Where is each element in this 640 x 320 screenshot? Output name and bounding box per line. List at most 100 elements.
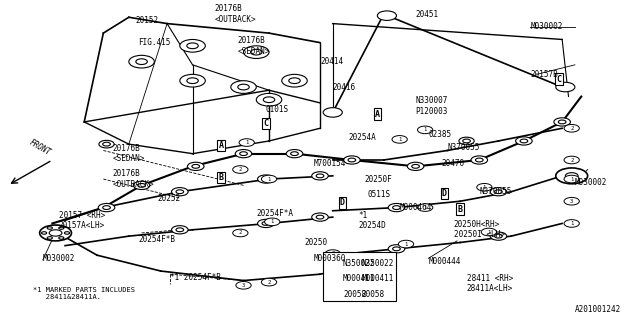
Circle shape	[289, 78, 300, 84]
Circle shape	[187, 78, 198, 84]
Circle shape	[282, 74, 307, 87]
Text: 1: 1	[424, 205, 427, 210]
Circle shape	[136, 59, 147, 65]
Circle shape	[495, 234, 502, 238]
Text: FRONT: FRONT	[28, 138, 52, 157]
Text: *1
20254D: *1 20254D	[358, 211, 386, 230]
Text: M700154: M700154	[314, 159, 346, 168]
Circle shape	[99, 204, 115, 212]
Text: N330007
P120003: N330007 P120003	[415, 96, 448, 116]
Text: 1: 1	[487, 229, 490, 235]
Text: M030002: M030002	[43, 254, 75, 263]
Text: M000444: M000444	[428, 257, 461, 266]
Circle shape	[459, 137, 474, 145]
Text: 20254F*A: 20254F*A	[256, 209, 293, 219]
Text: 20250F: 20250F	[365, 174, 392, 184]
Circle shape	[316, 215, 324, 219]
Text: 20416: 20416	[333, 83, 356, 92]
Text: 2: 2	[570, 157, 573, 163]
Circle shape	[417, 204, 433, 212]
Circle shape	[388, 245, 404, 253]
Circle shape	[564, 175, 579, 183]
Circle shape	[476, 158, 483, 162]
Text: 20414: 20414	[320, 57, 343, 66]
Circle shape	[378, 11, 396, 20]
Circle shape	[393, 206, 400, 210]
Circle shape	[291, 152, 298, 156]
Circle shape	[236, 282, 251, 289]
Circle shape	[176, 228, 184, 232]
Circle shape	[324, 291, 339, 299]
Text: 1: 1	[268, 177, 271, 181]
Circle shape	[180, 74, 205, 87]
Circle shape	[412, 164, 419, 168]
Circle shape	[556, 82, 575, 92]
Circle shape	[239, 139, 254, 146]
Circle shape	[324, 275, 339, 283]
Circle shape	[180, 39, 205, 52]
Circle shape	[463, 139, 470, 143]
Text: 20250: 20250	[304, 238, 327, 247]
Text: 3: 3	[330, 292, 333, 297]
Circle shape	[286, 149, 303, 158]
Circle shape	[558, 120, 566, 124]
Text: D: D	[340, 198, 345, 207]
Circle shape	[172, 226, 188, 234]
Circle shape	[236, 149, 252, 158]
Text: B: B	[458, 205, 463, 214]
Circle shape	[49, 230, 62, 236]
Circle shape	[477, 183, 492, 191]
Text: 2: 2	[330, 276, 333, 282]
Circle shape	[188, 162, 204, 171]
Circle shape	[233, 166, 248, 173]
Text: FIG.415: FIG.415	[138, 38, 171, 47]
Text: M030002: M030002	[575, 178, 607, 187]
Circle shape	[257, 219, 274, 228]
Circle shape	[348, 158, 356, 162]
Circle shape	[323, 108, 342, 117]
Circle shape	[344, 156, 360, 164]
Circle shape	[261, 278, 276, 286]
Text: 20176B
<OUTBACK>: 20176B <OUTBACK>	[215, 4, 257, 24]
Circle shape	[240, 152, 247, 156]
Circle shape	[564, 220, 579, 227]
Circle shape	[59, 236, 64, 239]
Text: 20470: 20470	[441, 159, 464, 168]
Text: C: C	[263, 119, 268, 128]
Text: 20157 <RH>
20157A<LH>: 20157 <RH> 20157A<LH>	[59, 211, 105, 230]
Circle shape	[65, 232, 70, 234]
Text: 20176B
<OUTBACK>: 20176B <OUTBACK>	[113, 169, 154, 189]
Circle shape	[256, 93, 282, 106]
Text: 20254F*B: 20254F*B	[138, 235, 175, 244]
Text: D: D	[442, 189, 447, 198]
Circle shape	[176, 190, 184, 194]
Circle shape	[565, 173, 578, 179]
Text: N370055: N370055	[479, 187, 512, 196]
Circle shape	[495, 190, 502, 194]
Text: 2: 2	[239, 230, 242, 236]
Circle shape	[261, 175, 276, 183]
Circle shape	[324, 259, 339, 267]
Text: A: A	[219, 141, 224, 150]
Circle shape	[102, 142, 110, 146]
Circle shape	[99, 140, 114, 148]
Circle shape	[392, 136, 407, 143]
Text: 2: 2	[331, 251, 334, 256]
Circle shape	[172, 188, 188, 196]
Text: 20451: 20451	[415, 10, 438, 19]
Circle shape	[471, 156, 488, 164]
Circle shape	[407, 162, 424, 171]
Circle shape	[417, 126, 433, 134]
Text: A: A	[375, 109, 380, 118]
Text: 20157B: 20157B	[531, 70, 558, 79]
Text: 1: 1	[570, 221, 573, 226]
Text: 1: 1	[570, 177, 573, 181]
Text: M030002: M030002	[531, 22, 563, 31]
Circle shape	[312, 213, 328, 221]
Circle shape	[388, 204, 404, 212]
Circle shape	[263, 97, 275, 103]
Circle shape	[481, 228, 497, 236]
Text: N350022: N350022	[362, 259, 394, 268]
Circle shape	[490, 188, 507, 196]
FancyBboxPatch shape	[323, 252, 396, 301]
